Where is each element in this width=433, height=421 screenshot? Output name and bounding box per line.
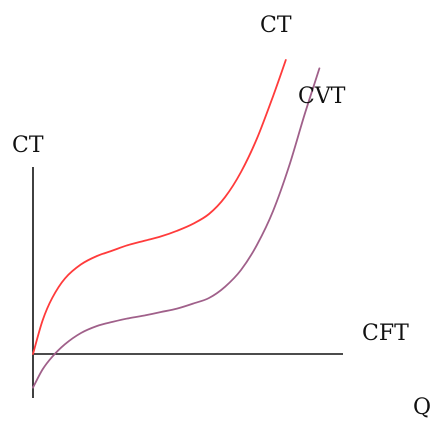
series-label-cft: CFT [362,321,409,346]
series-layer [32,59,321,389]
y-axis-label: CT [12,133,44,158]
series-label-cvt: CVT [298,84,346,109]
curve-ct [32,59,287,355]
x-axis-label: Q [413,395,431,420]
series-label-ct: CT [260,13,292,38]
curve-cvt [32,67,321,389]
